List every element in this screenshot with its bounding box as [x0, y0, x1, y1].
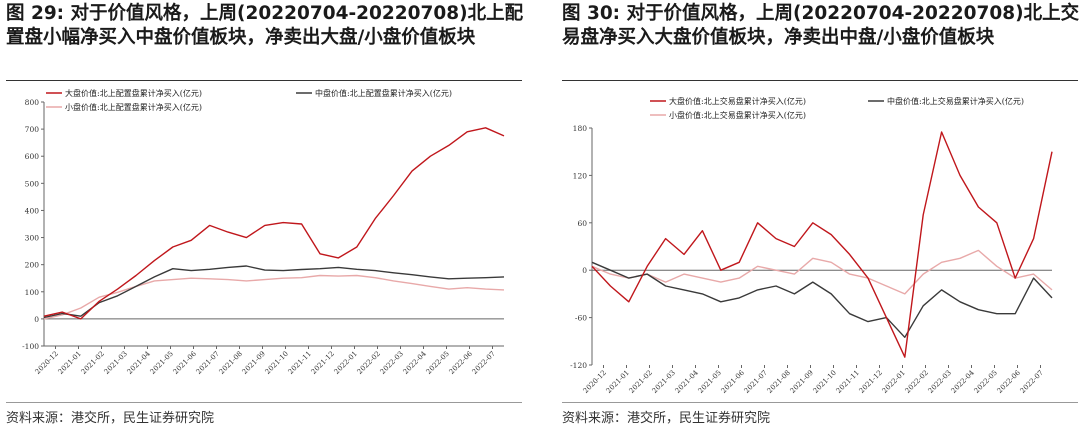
- x-tick-label: 2021-02: [80, 350, 106, 376]
- x-tick-label: 2022-01: [333, 350, 359, 376]
- series-line: [43, 265, 505, 319]
- x-tick-label: 2021-04: [126, 349, 153, 376]
- series-line: [43, 274, 505, 320]
- legend-label: 小盘价值:北上交易盘累计净买入(亿元): [669, 110, 806, 120]
- y-tick-label: 100: [25, 288, 40, 297]
- x-tick-label: 2022-01: [881, 369, 907, 395]
- x-tick-label: 2021-05: [149, 350, 175, 376]
- x-tick-label: 2022-05: [425, 350, 451, 376]
- title-divider: [562, 80, 1078, 81]
- y-tick-label: 0: [34, 315, 39, 324]
- source-divider: [562, 402, 1078, 403]
- y-tick-label: -120: [570, 361, 587, 370]
- x-tick-label: 2022-05: [973, 369, 999, 395]
- x-tick-label: 2021-03: [103, 350, 129, 376]
- line-chart-trading: -120-600601201802020-122021-012021-02202…: [570, 96, 1053, 395]
- x-tick-label: 2021-04: [674, 368, 701, 395]
- legend-label: 大盘价值:北上交易盘累计净买入(亿元): [669, 96, 806, 106]
- x-tick-label: 2021-10: [812, 369, 838, 395]
- y-tick-label: 400: [25, 206, 40, 215]
- x-tick-label: 2021-06: [172, 349, 199, 376]
- line-chart-allocation: -10001002003004005006007008002020-122021…: [22, 88, 505, 376]
- x-tick-label: 2022-04: [950, 368, 977, 395]
- series-line: [591, 261, 1053, 339]
- x-tick-label: 2021-02: [628, 369, 654, 395]
- legend-label: 小盘价值:北上配置盘累计净买入(亿元): [65, 102, 202, 112]
- y-tick-label: 0: [582, 266, 587, 275]
- y-tick-label: -100: [22, 342, 39, 351]
- x-tick-label: 2021-07: [743, 369, 769, 395]
- x-tick-label: 2022-02: [904, 369, 930, 395]
- x-tick-label: 2021-09: [241, 350, 267, 376]
- y-tick-label: 60: [577, 219, 587, 228]
- y-tick-label: 300: [25, 234, 40, 243]
- y-tick-label: 180: [573, 124, 588, 133]
- x-tick-label: 2022-02: [356, 350, 382, 376]
- x-tick-label: 2022-03: [927, 369, 953, 395]
- source-divider: [6, 402, 522, 403]
- x-tick-label: 2021-08: [218, 350, 244, 376]
- x-tick-label: 2021-10: [264, 350, 290, 376]
- x-tick-label: 2021-01: [57, 350, 83, 376]
- x-tick-label: 2020-12: [34, 350, 60, 376]
- y-tick-label: 800: [25, 98, 40, 107]
- x-tick-label: 2021-03: [651, 369, 677, 395]
- legend-label: 中盘价值:北上交易盘累计净买入(亿元): [887, 96, 1024, 106]
- series-line: [43, 127, 505, 320]
- x-tick-label: 2022-03: [379, 350, 405, 376]
- x-tick-label: 2022-07: [1019, 369, 1045, 395]
- x-tick-label: 2022-06: [448, 349, 475, 376]
- x-tick-label: 2022-06: [996, 368, 1023, 395]
- chart-panel-left: 图 29: 对于价值风格，上周(20220704-20220708)北上配置盘小…: [6, 0, 534, 431]
- series-line: [591, 249, 1053, 295]
- x-tick-label: 2021-09: [789, 369, 815, 395]
- y-tick-label: 500: [25, 179, 40, 188]
- y-tick-label: 200: [25, 261, 40, 270]
- title-divider: [6, 80, 522, 81]
- legend-label: 大盘价值:北上配置盘累计净买入(亿元): [65, 88, 202, 98]
- y-tick-label: 700: [25, 125, 40, 134]
- y-tick-label: -60: [575, 314, 587, 323]
- x-tick-label: 2021-08: [766, 369, 792, 395]
- chart-panel-right: 图 30: 对于价值风格，上周(20220704-20220708)北上交易盘净…: [562, 0, 1080, 431]
- x-tick-label: 2021-07: [195, 350, 221, 376]
- x-tick-label: 2022-07: [471, 350, 497, 376]
- figure-title: 图 29: 对于价值风格，上周(20220704-20220708)北上配置盘小…: [6, 3, 524, 48]
- y-tick-label: 120: [573, 171, 588, 180]
- legend-label: 中盘价值:北上配置盘累计净买入(亿元): [315, 88, 452, 98]
- figure-title: 图 30: 对于价值风格，上周(20220704-20220708)北上交易盘净…: [562, 3, 1080, 48]
- x-tick-label: 2021-11: [287, 350, 313, 376]
- y-tick-label: 600: [25, 152, 40, 161]
- x-tick-label: 2020-12: [582, 369, 608, 395]
- x-tick-label: 2021-01: [605, 369, 631, 395]
- x-tick-label: 2021-05: [697, 369, 723, 395]
- x-tick-label: 2021-06: [720, 368, 747, 395]
- x-tick-label: 2022-04: [402, 349, 429, 376]
- x-tick-label: 2021-12: [858, 369, 884, 395]
- series-line: [591, 131, 1053, 358]
- x-tick-label: 2021-12: [310, 350, 336, 376]
- source-note: 资料来源：港交所，民生证券研究院: [6, 411, 215, 426]
- source-note: 资料来源：港交所，民生证券研究院: [562, 411, 771, 426]
- x-tick-label: 2021-11: [835, 369, 861, 395]
